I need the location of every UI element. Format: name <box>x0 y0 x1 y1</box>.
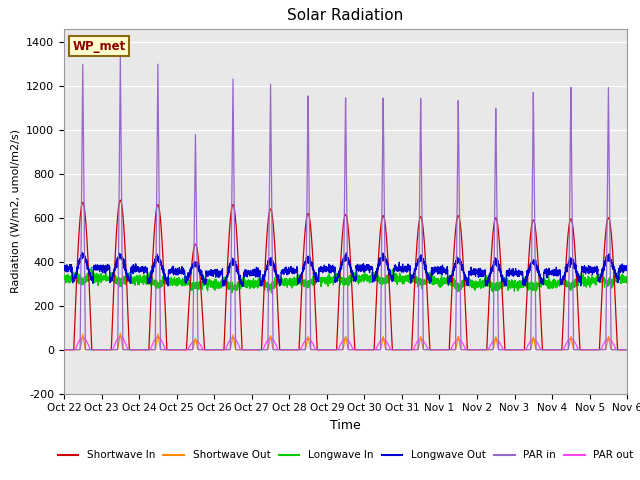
X-axis label: Time: Time <box>330 419 361 432</box>
Y-axis label: Radiation (W/m2, umol/m2/s): Radiation (W/m2, umol/m2/s) <box>11 129 20 293</box>
Title: Solar Radiation: Solar Radiation <box>287 9 404 24</box>
Text: WP_met: WP_met <box>72 40 125 53</box>
Legend: Shortwave In, Shortwave Out, Longwave In, Longwave Out, PAR in, PAR out: Shortwave In, Shortwave Out, Longwave In… <box>53 446 638 465</box>
